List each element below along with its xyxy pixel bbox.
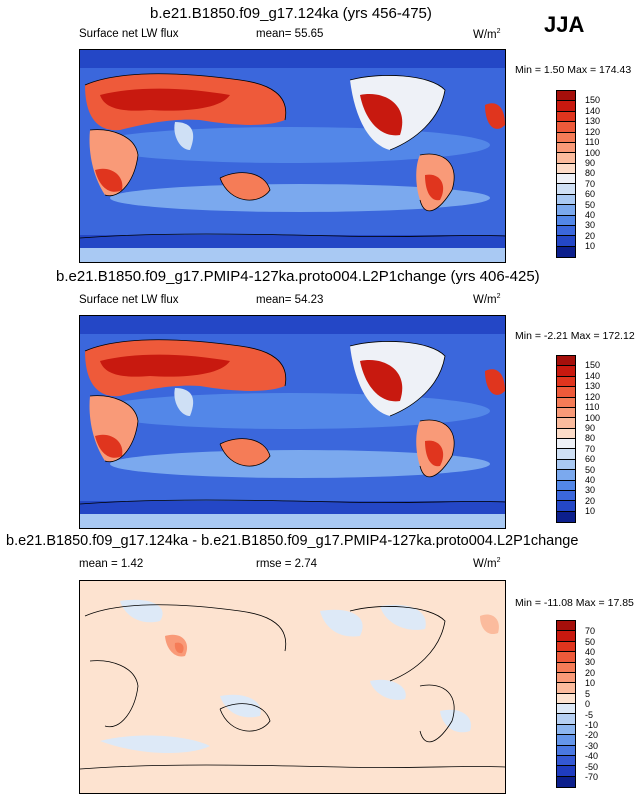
panel3-mean: mean = 1.42 [79,558,144,570]
panel1-cbar-label: 70 [585,179,596,189]
panel3-cbar-label: 50 [585,637,596,647]
panel2-colorbar [556,355,576,523]
panel1-cbar-label: 10 [585,241,596,251]
panel2-map [79,315,506,529]
panel3-cbar-label: 40 [585,647,596,657]
panel2-mean: mean= 54.23 [256,294,324,306]
panel1-cbar-label: 140 [585,106,601,116]
panel1-cbar-label: 40 [585,210,596,220]
panel3-rmse: rmse = 2.74 [256,558,318,570]
panel3-cbar-label: -40 [585,751,599,761]
panel1-cbar-label: 80 [585,168,596,178]
panel3-cbar-label: 20 [585,668,596,678]
panel1-cbar-label: 50 [585,200,596,210]
panel3-cbar-label: -5 [585,710,594,720]
panel3-cbar-label: 0 [585,699,591,709]
panel3-cbar-label: -10 [585,720,599,730]
panel3-cbar-label: -50 [585,762,599,772]
panel2-cbar-label: 150 [585,360,601,370]
panel1-map [79,49,506,263]
panel2-cbar-label: 130 [585,381,601,391]
panel3-cbar-label: -70 [585,772,599,782]
panel1-cbar-label: 20 [585,231,596,241]
panel3-cbar-label: 30 [585,657,596,667]
panel3-cbar-label: 5 [585,689,591,699]
panel1-cbar-label: 90 [585,158,596,168]
panel2-cbar-label: 80 [585,433,596,443]
panel2-cbar-label: 70 [585,444,596,454]
panel2-minmax: Min = -2.21 Max = 172.12 [515,330,635,342]
panel2-cbar-label: 110 [585,402,600,412]
panel2-cbar-label: 60 [585,454,596,464]
panel3-minmax: Min = -11.08 Max = 17.85 [515,597,634,609]
panel1-field-label: Surface net LW flux [79,28,179,40]
panel3-cbar-label: -30 [585,741,599,751]
panel2-title: b.e21.B1850.f09_g17.PMIP4-127ka.proto004… [56,268,540,285]
panel3-cbar-label: 70 [585,626,596,636]
panel1-cbar-label: 100 [585,148,601,158]
panel2-cbar-label: 120 [585,392,601,402]
panel2-cbar-label: 140 [585,371,601,381]
panel2-cbar-label: 100 [585,413,601,423]
panel1-mean: mean= 55.65 [256,28,324,40]
panel1-units: W/m2 [473,28,501,41]
panel1-minmax: Min = 1.50 Max = 174.43 [515,64,632,76]
panel1-cbar-label: 30 [585,220,596,230]
panel2-cbar-label: 90 [585,423,596,433]
panel3-cbar-label: 10 [585,678,596,688]
panel1-cbar-label: 130 [585,116,601,126]
panel3-units: W/m2 [473,557,501,570]
panel3-map-field [80,581,505,793]
season-label: JJA [544,12,585,37]
panel2-cbar-label: 30 [585,485,596,495]
panel3-map [79,580,506,794]
panel1-colorbar [556,90,576,258]
panel2-cbar-label: 50 [585,465,596,475]
panel1-cbar-label: 150 [585,95,601,105]
panel2-units: W/m2 [473,293,501,306]
panel2-field-label: Surface net LW flux [79,294,179,306]
panel3-cbar-label: -20 [585,730,599,740]
panel1-cbar-label: 120 [585,127,601,137]
panel1-cbar-label: 60 [585,189,596,199]
panel2-map-field [80,316,505,528]
panel1-cbar-label: 110 [585,137,600,147]
panel1-map-field [80,50,505,262]
panel2-cbar-label: 40 [585,475,596,485]
panel2-cbar-label: 10 [585,506,596,516]
panel3-title: b.e21.B1850.f09_g17.124ka - b.e21.B1850.… [6,533,579,549]
panel3-colorbar [556,620,576,788]
panel2-cbar-label: 20 [585,496,596,506]
panel1-title: b.e21.B1850.f09_g17.124ka (yrs 456-475) [150,5,432,22]
